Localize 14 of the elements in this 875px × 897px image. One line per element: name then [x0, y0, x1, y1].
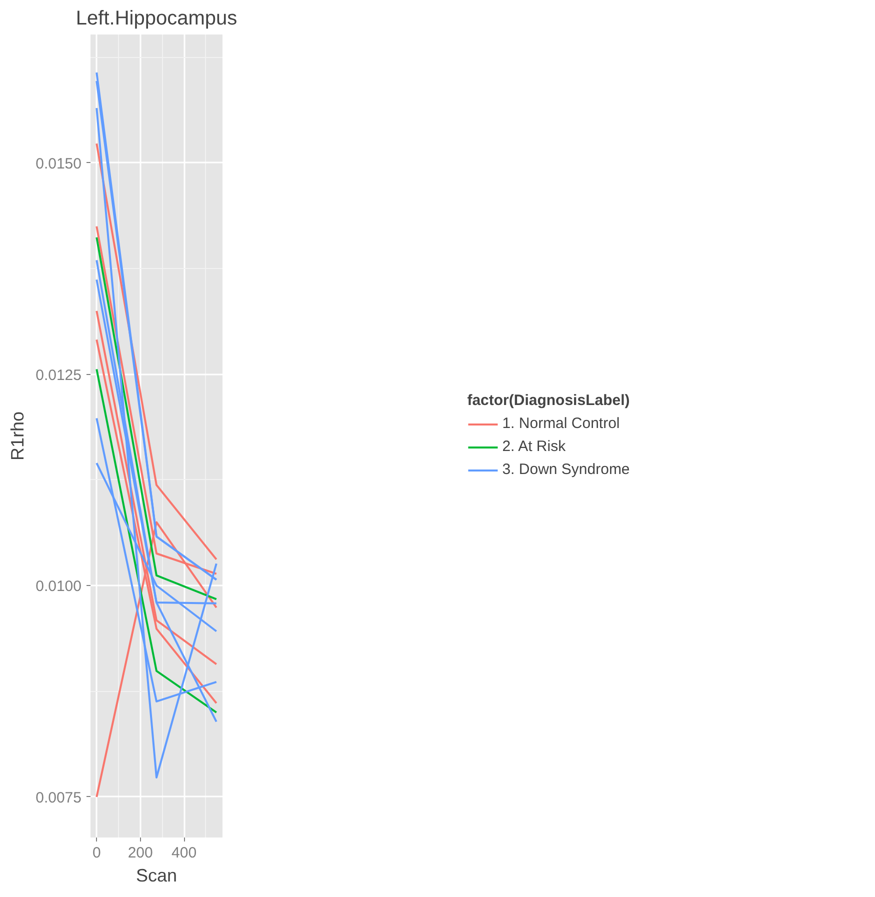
x-tick-label: 200 [128, 844, 153, 862]
x-tick-label: 400 [172, 844, 197, 862]
y-tick-label: 0.0150 [36, 155, 82, 172]
x-tick-label: 0 [92, 844, 101, 862]
chart-title: Left.Hippocampus [76, 8, 238, 30]
legend-label: 3. Down Syndrome [502, 461, 630, 478]
y-axis-title: R1rho [8, 411, 28, 461]
y-tick-label: 0.0075 [36, 789, 82, 806]
x-axis-title: Scan [136, 866, 178, 886]
legend-label: 1. Normal Control [502, 415, 620, 432]
legend-label: 2. At Risk [502, 438, 566, 455]
y-tick-label: 0.0100 [36, 578, 82, 596]
y-tick-label: 0.0125 [36, 366, 82, 384]
legend-title: factor(DiagnosisLabel) [467, 392, 630, 408]
